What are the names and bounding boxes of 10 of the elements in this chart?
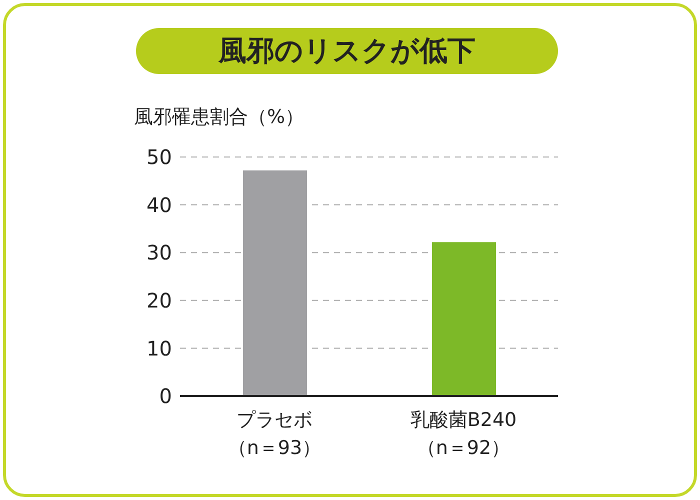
y-tick-label: 0 — [159, 384, 172, 408]
x-tick-label: プラセボ（n＝93） — [228, 409, 322, 459]
y-tick-label: 50 — [146, 145, 172, 170]
x-tick-label: 乳酸菌B240（n＝92） — [410, 409, 517, 459]
y-tick-label: 20 — [146, 288, 172, 312]
y-tick-label: 40 — [146, 192, 172, 217]
chart-title: 風邪のリスクが低下 — [136, 28, 558, 74]
y-tick-label: 10 — [146, 336, 172, 360]
y-axis-title: 風邪罹患割合（%） — [134, 105, 304, 130]
y-tick-label: 30 — [146, 240, 172, 265]
